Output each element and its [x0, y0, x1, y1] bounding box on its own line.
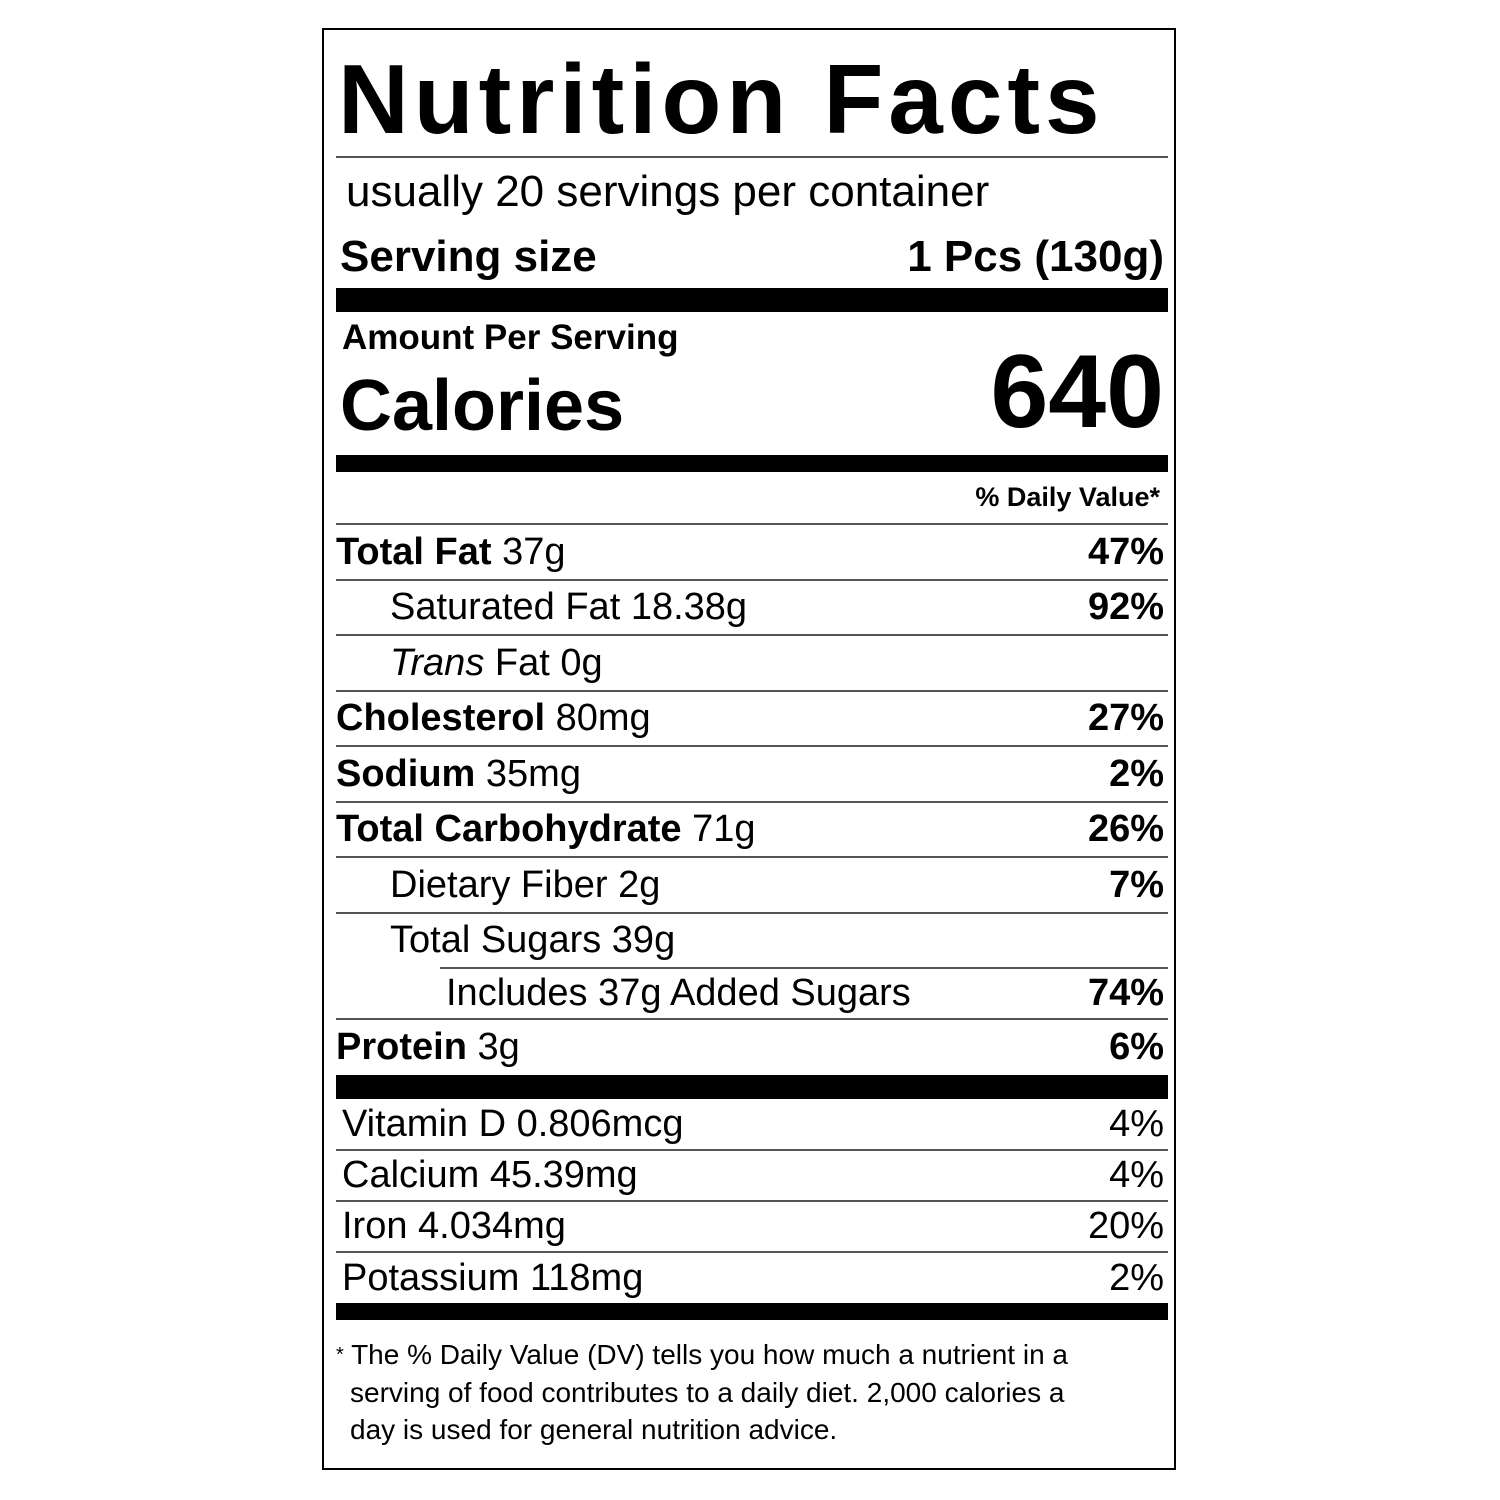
calories-value: 640: [990, 334, 1164, 450]
divider: [336, 523, 1168, 525]
servings-per-container: usually 20 servings per container: [346, 167, 990, 216]
divider-thick: [336, 455, 1168, 472]
footnote-line: day is used for general nutrition advice…: [350, 1414, 838, 1445]
nutrient-row-sodium: Sodium 35mg 2%: [336, 753, 1164, 795]
nutrient-row-total-carbohydrate: Total Carbohydrate 71g 26%: [336, 808, 1164, 850]
divider: [336, 579, 1168, 581]
daily-value-header: % Daily Value*: [975, 482, 1160, 512]
divider: [336, 1018, 1168, 1020]
nutrient-row-trans-fat: Trans Fat 0g: [390, 642, 603, 684]
divider-thick: [336, 288, 1168, 312]
vitamin-row-potassium: Potassium 118mg 2%: [342, 1257, 1164, 1299]
divider: [336, 912, 1168, 914]
nutrient-row-protein: Protein 3g 6%: [336, 1026, 1164, 1068]
nutrient-row-dietary-fiber: Dietary Fiber 2g 7%: [390, 864, 1164, 906]
vitamin-row-calcium: Calcium 45.39mg 4%: [342, 1154, 1164, 1196]
vitamin-row-iron: Iron 4.034mg 20%: [342, 1205, 1164, 1247]
divider: [336, 1200, 1168, 1202]
footnote-line: The % Daily Value (DV) tells you how muc…: [351, 1339, 1068, 1370]
footnote: * The % Daily Value (DV) tells you how m…: [336, 1336, 1068, 1448]
footnote-line: serving of food contributes to a daily d…: [350, 1377, 1065, 1408]
divider: [336, 856, 1168, 858]
divider: [336, 745, 1168, 747]
nutrient-row-cholesterol: Cholesterol 80mg 27%: [336, 697, 1164, 739]
divider: [336, 690, 1168, 692]
nutrient-row-total-fat: Total Fat 37g 47%: [336, 531, 1164, 573]
nutrient-row-added-sugars: Includes 37g Added Sugars 74%: [446, 972, 1164, 1014]
footnote-star: *: [336, 1344, 344, 1366]
nutrient-row-saturated-fat: Saturated Fat 18.38g 92%: [390, 586, 1164, 628]
divider: [336, 634, 1168, 636]
title: Nutrition Facts: [338, 44, 1105, 154]
calories-label: Calories: [340, 366, 625, 446]
nutrition-facts-label: Nutrition Facts usually 20 servings per …: [322, 28, 1176, 1470]
divider: [336, 156, 1168, 158]
divider: [336, 1251, 1168, 1253]
divider: [440, 967, 1168, 969]
divider: [336, 801, 1168, 803]
nutrient-row-total-sugars: Total Sugars 39g: [390, 919, 676, 961]
divider: [336, 1149, 1168, 1151]
vitamin-row-vitamin-d: Vitamin D 0.806mcg 4%: [342, 1103, 1164, 1145]
amount-per-serving: Amount Per Serving: [342, 318, 679, 357]
serving-size-label: Serving size: [340, 232, 597, 281]
serving-size-value: 1 Pcs (130g): [907, 232, 1164, 281]
divider-thick: [336, 1075, 1168, 1099]
divider-thick: [336, 1303, 1168, 1320]
